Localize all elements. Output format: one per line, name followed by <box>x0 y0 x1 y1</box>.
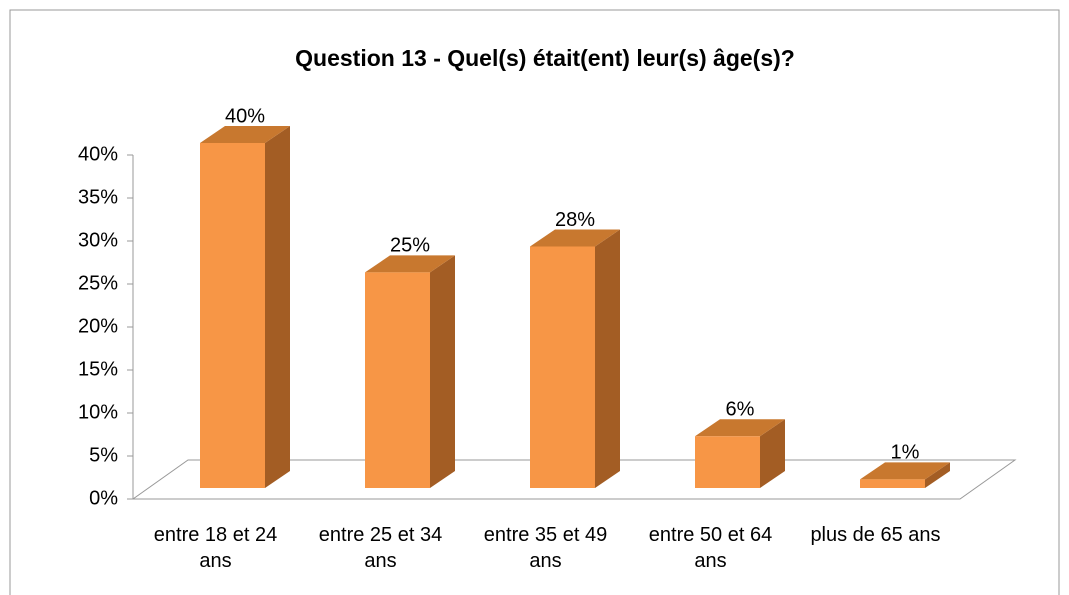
bar-top <box>530 229 620 247</box>
value-label: 28% <box>555 209 595 231</box>
bar-top <box>365 255 455 273</box>
value-label: 40% <box>225 105 265 127</box>
y-tick-label: 20% <box>78 315 118 337</box>
bar <box>530 246 595 488</box>
bar-top <box>200 126 290 143</box>
chart-title: Question 13 - Quel(s) était(ent) leur(s)… <box>295 45 795 71</box>
y-tick-label: 5% <box>89 444 118 466</box>
x-tick-label: entre 25 et 34 ans <box>318 524 443 572</box>
y-tick-label: 10% <box>78 401 118 423</box>
bar-side <box>925 462 950 488</box>
value-label: 1% <box>891 442 920 464</box>
bar-side <box>265 126 290 488</box>
y-tick-label: 35% <box>78 186 118 208</box>
floor <box>131 459 1017 500</box>
bar <box>200 143 265 488</box>
y-tick-label: 25% <box>78 272 118 294</box>
bar-top <box>860 462 950 480</box>
x-tick-label: entre 35 et 49 ans <box>483 524 608 572</box>
x-tick-label: plus de 65 ans <box>810 524 941 546</box>
y-tick-label: 40% <box>78 143 118 165</box>
value-label: 25% <box>390 235 430 257</box>
x-tick-label: entre 18 et 24 ans <box>153 524 278 572</box>
bar-top <box>695 419 785 437</box>
bar-side <box>430 255 455 488</box>
bar <box>860 479 925 488</box>
x-tick-label: entre 50 et 64 ans <box>648 524 773 572</box>
bar <box>365 272 430 488</box>
y-tick-label: 0% <box>89 487 118 509</box>
bar <box>695 436 760 488</box>
bar-side <box>760 419 785 488</box>
value-label: 6% <box>726 399 755 421</box>
y-tick-label: 15% <box>78 358 118 380</box>
bar-side <box>595 229 620 488</box>
y-tick-label: 30% <box>78 229 118 251</box>
